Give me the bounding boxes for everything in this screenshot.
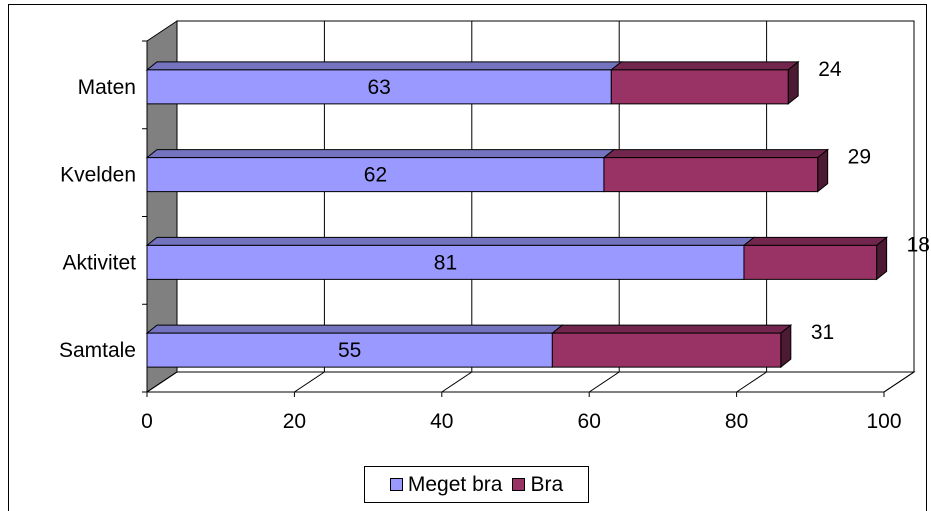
- category-label: Kvelden: [60, 164, 136, 187]
- bar-side: [780, 324, 792, 369]
- x-tick-label: 60: [578, 410, 601, 433]
- data-label: 18: [907, 233, 930, 256]
- data-label: 24: [818, 58, 842, 81]
- bar-top: [145, 324, 564, 334]
- data-label: 29: [848, 146, 871, 169]
- floor-gridline: [294, 371, 325, 393]
- legend-swatch-meget-bra: [389, 478, 403, 491]
- bar-side: [817, 148, 829, 193]
- bar-bra: [743, 244, 878, 280]
- bar-bra: [610, 69, 789, 105]
- data-label: 62: [364, 164, 387, 187]
- bar-side: [876, 236, 888, 281]
- axes: [142, 40, 885, 397]
- data-label: 55: [338, 339, 361, 362]
- bar-bra: [551, 332, 782, 368]
- x-tick-label: 80: [725, 410, 748, 433]
- floor-gridline: [588, 371, 620, 393]
- bar-top: [145, 61, 623, 71]
- legend-item-meget-bra: Meget bra: [389, 472, 503, 497]
- bar-top: [550, 324, 793, 334]
- category-label: Maten: [78, 76, 136, 99]
- x-tick-label: 0: [141, 410, 153, 433]
- bar-side: [787, 60, 799, 105]
- labels: 0 20 40 60 80 100 Maten 63 24 Kvelden 62 29 Aktivite…: [59, 58, 930, 433]
- bar-top: [742, 236, 889, 246]
- bar-meget-bra: [146, 157, 605, 193]
- bars: [145, 60, 889, 369]
- data-label: 63: [367, 76, 390, 99]
- floor-gridline: [883, 371, 915, 393]
- chart-frame: [8, 4, 927, 511]
- bar-meget-bra: [146, 69, 612, 105]
- floor-gridline: [441, 371, 473, 393]
- x-tick-label: 100: [866, 410, 901, 433]
- category-label: Samtale: [59, 339, 136, 362]
- bar-top: [145, 149, 616, 159]
- data-label: 81: [434, 251, 457, 274]
- legend-item-bra: Bra: [512, 473, 563, 497]
- floor-gridline: [736, 371, 767, 393]
- legend-label-bra: Bra: [530, 472, 564, 496]
- bar-top: [609, 61, 800, 71]
- category-label: Aktivitet: [62, 251, 136, 274]
- x-tick-label: 40: [430, 410, 453, 433]
- x-tick-label: 20: [283, 410, 306, 433]
- legend-label-meget-bra: Meget bra: [407, 472, 503, 496]
- data-label: 31: [811, 321, 834, 344]
- legend: Meget bra Bra: [364, 466, 589, 503]
- floor-gridline: [146, 371, 178, 393]
- bar-top: [145, 236, 756, 246]
- bar-bra: [603, 157, 819, 193]
- floor: [145, 371, 916, 393]
- legend-swatch-bra: [512, 478, 526, 491]
- bar-top: [602, 149, 830, 159]
